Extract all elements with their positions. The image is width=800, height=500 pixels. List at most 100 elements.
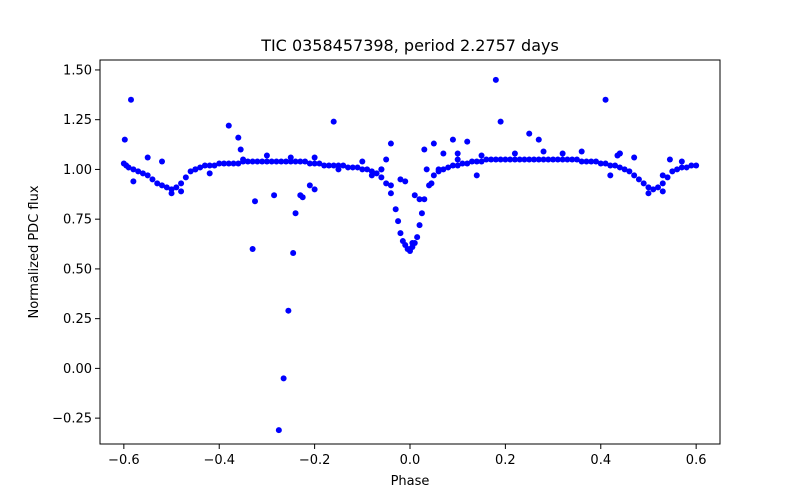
data-point [497, 118, 504, 125]
data-point [440, 150, 447, 157]
data-point [440, 166, 447, 173]
data-point [416, 222, 423, 229]
data-point [569, 156, 576, 163]
data-point [178, 180, 185, 187]
data-point [540, 156, 547, 163]
data-point [664, 174, 671, 181]
data-point [492, 76, 499, 83]
data-point [182, 174, 189, 181]
data-point [163, 184, 170, 191]
data-point [383, 156, 390, 163]
data-point [631, 172, 638, 179]
data-point [387, 190, 394, 197]
data-point [602, 96, 609, 103]
data-point [418, 210, 425, 217]
data-point [244, 158, 251, 165]
data-point [674, 166, 681, 173]
data-point [192, 166, 199, 173]
data-point [268, 158, 275, 165]
y-tick-label: −0.25 [52, 412, 92, 427]
data-point [507, 156, 514, 163]
x-tick-label: 0.4 [590, 453, 611, 468]
y-axis-label: Normalized PDC flux [27, 185, 42, 318]
data-point [259, 158, 266, 165]
data-point [235, 160, 242, 167]
data-point [392, 206, 399, 213]
x-tick-label: −0.4 [203, 453, 235, 468]
data-point [285, 307, 292, 314]
data-point [263, 152, 270, 159]
data-point [407, 248, 413, 255]
data-point [271, 192, 278, 199]
x-axis-label: Phase [391, 474, 430, 489]
data-point [275, 427, 282, 434]
data-point [263, 158, 270, 165]
data-point [359, 166, 366, 173]
data-point [666, 156, 673, 163]
data-point [340, 162, 347, 169]
data-point [197, 164, 204, 171]
data-point [621, 166, 628, 173]
data-point [428, 180, 435, 187]
data-point [292, 210, 299, 217]
data-point [631, 154, 638, 161]
data-point [535, 156, 542, 163]
data-point [330, 162, 337, 169]
data-point [483, 156, 490, 163]
data-point [373, 170, 380, 177]
data-point [306, 182, 313, 189]
data-point [414, 234, 421, 241]
data-point [626, 168, 633, 175]
data-point [121, 136, 128, 143]
data-point [273, 158, 280, 165]
data-point [635, 176, 642, 183]
y-tick-label: 0.75 [63, 213, 92, 228]
data-point [128, 96, 134, 103]
data-point [173, 184, 180, 191]
data-point [354, 164, 361, 171]
data-point [659, 172, 666, 179]
data-point [216, 160, 223, 167]
data-point [287, 154, 294, 161]
data-point [516, 156, 523, 163]
data-point [445, 164, 452, 171]
data-point [144, 154, 151, 161]
data-point [545, 156, 552, 163]
data-point [659, 188, 666, 195]
data-point [402, 178, 409, 185]
data-point [335, 166, 342, 173]
data-point [125, 164, 132, 171]
data-point [283, 158, 289, 165]
data-point [278, 158, 285, 165]
data-point [488, 156, 495, 163]
data-point [249, 158, 256, 165]
x-tick-label: 0.2 [495, 453, 516, 468]
data-point [311, 186, 318, 193]
y-tick-label: 1.50 [63, 63, 92, 78]
data-point [650, 186, 657, 193]
data-point [683, 164, 690, 171]
data-point [378, 174, 385, 181]
data-point [130, 178, 137, 185]
data-point [688, 162, 695, 169]
data-point [454, 150, 461, 157]
data-point [583, 158, 590, 165]
data-point [449, 136, 456, 143]
data-point [550, 156, 557, 163]
data-point [669, 168, 676, 175]
data-point [597, 160, 604, 167]
data-point [607, 172, 614, 179]
data-point [221, 160, 227, 167]
y-tick-label: 0.25 [63, 312, 92, 327]
data-point [130, 166, 137, 173]
data-point [149, 176, 156, 183]
data-point [416, 196, 423, 203]
data-point [693, 162, 700, 169]
data-point [607, 162, 614, 169]
data-point [397, 176, 404, 183]
data-point [602, 160, 609, 167]
data-point [511, 150, 518, 157]
data-point [368, 172, 375, 179]
data-point [421, 196, 428, 203]
